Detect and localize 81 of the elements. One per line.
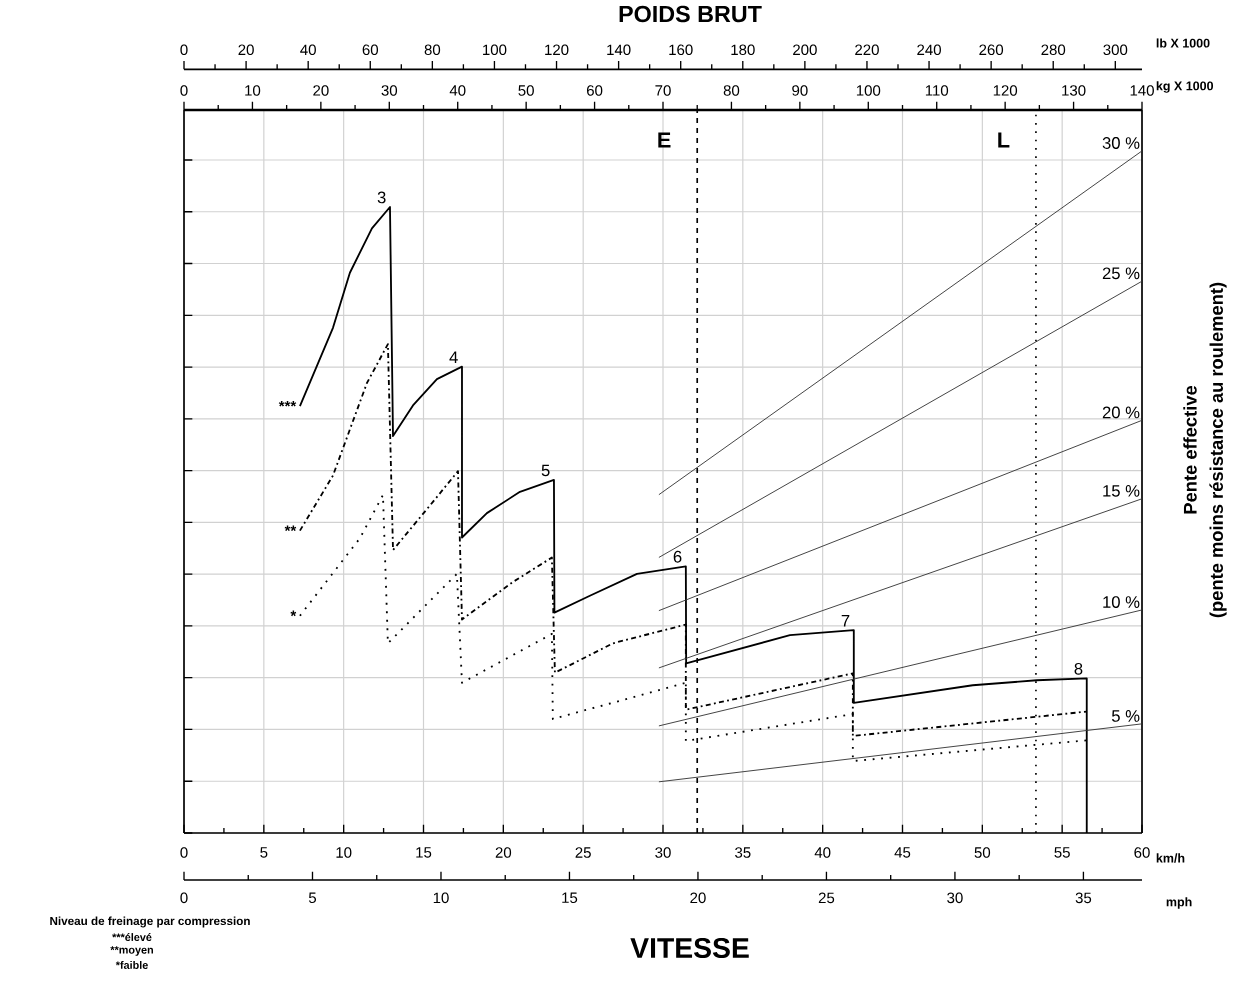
series-label: 10 % xyxy=(1103,596,1140,608)
series-label: 20 % xyxy=(1102,406,1140,419)
x2-tick-label: 200 xyxy=(793,44,817,56)
x2-tick-label: 120 xyxy=(545,44,569,56)
series-label: 15 % xyxy=(1103,485,1140,497)
x2-tick-label: 80 xyxy=(424,44,441,56)
x-axis-title: kg X 1000 xyxy=(1156,81,1214,93)
series-label: ** xyxy=(284,525,297,532)
x2-tick-label: 260 xyxy=(979,44,1004,56)
x-tick-label: 40 xyxy=(449,85,466,96)
x-tick-label: 110 xyxy=(925,85,949,96)
x-axis-title: km/h xyxy=(1156,853,1185,863)
text: (pente moins résistance au roulement) xyxy=(1209,282,1227,618)
x-tick-label: 15 xyxy=(416,847,432,858)
x-tick-label: 20 xyxy=(313,85,329,96)
ref-line-label: L xyxy=(998,132,1010,148)
x-tick-label: 20 xyxy=(495,847,512,858)
text: Niveau de freinage par compression xyxy=(50,916,250,928)
x-tick-label: 80 xyxy=(723,85,740,96)
x-tick-label: 50 xyxy=(518,85,534,96)
x2-tick-label: 15 xyxy=(562,892,578,904)
annotation: 5 xyxy=(541,464,550,477)
annotation: 3 xyxy=(377,191,386,204)
x-tick-label: 10 xyxy=(245,85,261,96)
x2-tick-label: 20 xyxy=(690,892,706,904)
x2-tick-label: 280 xyxy=(1041,44,1066,56)
annotation: 7 xyxy=(841,615,850,627)
x-tick-label: 10 xyxy=(336,847,352,858)
x-tick-label: 90 xyxy=(792,85,808,96)
text: **moyen xyxy=(110,946,153,956)
chart-title: POIDS BRUT xyxy=(619,5,762,23)
x2-tick-label: 180 xyxy=(731,44,755,56)
x-tick-label: 100 xyxy=(856,85,881,96)
text: VITESSE xyxy=(630,937,749,959)
text: ***élevé xyxy=(112,932,152,942)
x-tick-label: 30 xyxy=(655,847,671,858)
x-tick-label: 60 xyxy=(586,85,603,96)
annotation: 8 xyxy=(1074,662,1083,675)
x-tick-label: 30 xyxy=(381,85,398,96)
x2-axis-title: lb X 1000 xyxy=(1156,38,1210,48)
series-label: 30 % xyxy=(1102,137,1140,149)
x-tick-label: 45 xyxy=(894,847,911,858)
series-label: 5 % xyxy=(1111,710,1140,722)
x2-tick-label: 0 xyxy=(180,892,188,904)
x-tick-label: 0 xyxy=(180,85,188,96)
annotation: 4 xyxy=(449,351,458,363)
x-tick-label: 40 xyxy=(814,847,831,858)
x2-tick-label: 0 xyxy=(180,44,188,56)
text: Pente effective xyxy=(1183,385,1197,514)
x2-tick-label: 30 xyxy=(947,892,963,904)
x-tick-label: 120 xyxy=(993,85,1018,96)
x-tick-label: 60 xyxy=(1134,847,1150,858)
x2-tick-label: 240 xyxy=(917,44,941,56)
x2-tick-label: 10 xyxy=(433,892,449,904)
annotation: 6 xyxy=(673,550,682,563)
series-label: * xyxy=(290,610,297,617)
x2-tick-label: 60 xyxy=(362,44,379,56)
x-tick-label: 5 xyxy=(260,847,268,858)
x2-tick-label: 25 xyxy=(818,892,835,904)
x-tick-label: 70 xyxy=(655,85,671,96)
x-tick-label: 55 xyxy=(1054,847,1070,858)
x2-tick-label: 300 xyxy=(1103,44,1128,56)
x2-tick-label: 5 xyxy=(308,892,317,904)
x2-tick-label: 160 xyxy=(669,44,693,56)
x-tick-label: 35 xyxy=(735,847,751,858)
x2-tick-label: 220 xyxy=(855,44,879,56)
ref-line-label: E xyxy=(658,132,671,148)
text: *faible xyxy=(115,961,148,969)
x2-tick-label: 20 xyxy=(238,44,254,56)
x-tick-label: 130 xyxy=(1062,85,1086,96)
x2-axis-title: mph xyxy=(1166,897,1192,909)
x2-tick-label: 35 xyxy=(1075,892,1092,904)
series-label: 25 % xyxy=(1102,267,1140,280)
x-tick-label: 0 xyxy=(180,847,188,858)
x2-tick-label: 140 xyxy=(607,44,631,56)
x2-tick-label: 40 xyxy=(300,44,316,56)
x-tick-label: 25 xyxy=(575,847,591,858)
series-label: *** xyxy=(278,400,297,407)
x-tick-label: 50 xyxy=(974,847,991,858)
x2-tick-label: 100 xyxy=(483,44,507,56)
x-tick-label: 140 xyxy=(1130,85,1154,96)
